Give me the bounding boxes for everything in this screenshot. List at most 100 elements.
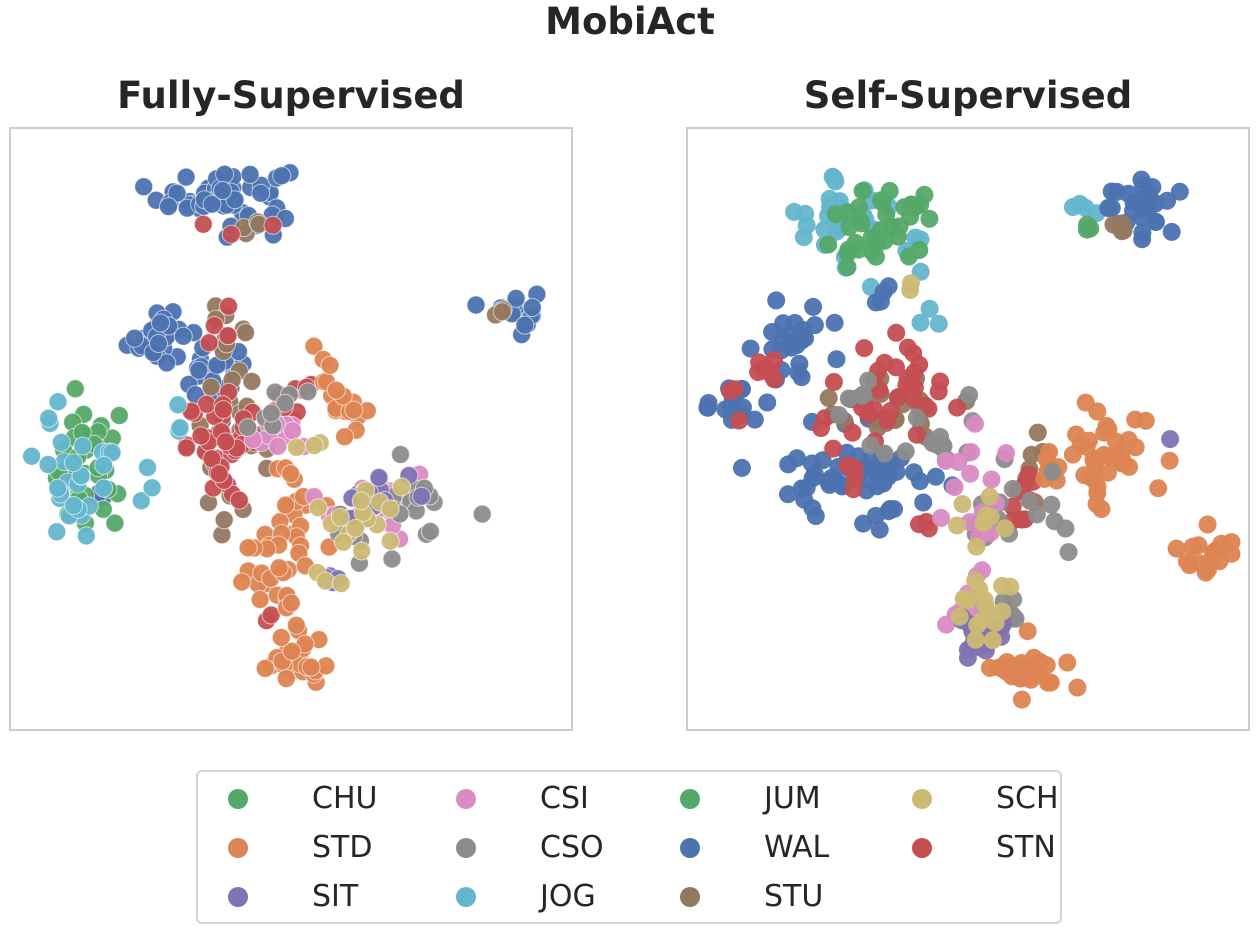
- scatter-point-std: [1024, 648, 1043, 667]
- scatter-point-chu: [819, 235, 838, 254]
- scatter-point-cso: [830, 406, 848, 424]
- scatter-point-sch: [970, 580, 989, 598]
- legend-marker-icon: [680, 887, 700, 907]
- scatter-point-sch: [901, 274, 920, 293]
- legend-label: JUM: [764, 781, 821, 816]
- scatter-point-wal: [1170, 182, 1189, 201]
- scatter-point-stu: [236, 323, 255, 343]
- legend-label: STD: [312, 830, 373, 865]
- scatter-point-std: [282, 641, 302, 661]
- scatter-point-jog: [94, 455, 114, 475]
- scatter-plot-fully-supervised: [9, 127, 573, 731]
- scatter-point-stn: [905, 378, 924, 397]
- scatter-point-std: [1177, 552, 1196, 571]
- legend-item-jog: JOG: [456, 877, 596, 917]
- scatter-point-stn: [824, 439, 843, 458]
- scatter-point-wal: [787, 336, 806, 355]
- scatter-point-sch: [976, 596, 995, 615]
- legend-marker-icon: [456, 789, 476, 809]
- plot-frame: [9, 127, 573, 731]
- legend-label: SCH: [996, 781, 1059, 816]
- scatter-point-stn: [910, 355, 929, 374]
- scatter-point-wal: [125, 328, 145, 348]
- scatter-point-stu: [214, 510, 234, 530]
- scatter-point-wal: [1124, 193, 1143, 212]
- scatter-plot-self-supervised: [686, 127, 1250, 731]
- legend-marker-icon: [228, 887, 248, 907]
- scatter-point-jog: [64, 496, 84, 515]
- scatter-point-cso: [1003, 479, 1022, 498]
- scatter-point-stn: [865, 400, 884, 419]
- scatter-point-chu: [910, 241, 929, 259]
- scatter-point-wal: [151, 313, 170, 333]
- scatter-point-stn: [750, 353, 769, 372]
- legend-marker-icon: [228, 838, 248, 858]
- points-layer: [22, 163, 547, 692]
- scatter-point-cso: [275, 393, 295, 413]
- legend-label: STN: [996, 830, 1056, 865]
- scatter-point-jog: [48, 392, 68, 412]
- scatter-point-std: [1076, 393, 1095, 412]
- legend-label: JOG: [540, 879, 596, 914]
- scatter-point-stn: [815, 409, 834, 428]
- scatter-point-wal: [825, 313, 844, 332]
- scatter-point-jog: [1076, 198, 1095, 217]
- scatter-point-sch: [980, 487, 999, 506]
- scatter-point-std: [998, 653, 1016, 671]
- scatter-point-jog: [142, 478, 162, 498]
- scatter-point-sch: [950, 607, 969, 626]
- scatter-point-stn: [193, 214, 213, 234]
- scatter-point-stn: [917, 512, 936, 531]
- scatter-point-sch: [977, 506, 996, 525]
- scatter-point-std: [1126, 438, 1145, 457]
- scatter-point-jog: [168, 395, 188, 415]
- scatter-point-jog: [911, 313, 930, 332]
- legend-item-csi: CSI: [456, 779, 589, 819]
- scatter-point-jum: [1077, 220, 1096, 239]
- scatter-point-csi: [997, 444, 1016, 463]
- legend-marker-icon: [680, 789, 700, 809]
- scatter-point-sch: [330, 507, 350, 527]
- scatter-point-jog: [39, 408, 59, 428]
- scatter-point-stn: [263, 215, 283, 235]
- scatter-point-stn: [261, 605, 281, 625]
- scatter-point-wal: [1102, 199, 1121, 217]
- scatter-point-stn: [219, 296, 239, 316]
- scatter-point-sch: [380, 499, 400, 519]
- scatter-point-std: [1087, 495, 1106, 513]
- scatter-point-chu: [867, 247, 885, 266]
- scatter-point-cso: [382, 549, 402, 569]
- scatter-point-wal: [699, 394, 718, 412]
- scatter-point-wal: [522, 298, 542, 317]
- scatter-point-wal: [818, 472, 837, 491]
- scatter-point-stn: [845, 468, 864, 487]
- legend-marker-icon: [680, 838, 700, 858]
- scatter-point-wal: [157, 353, 177, 373]
- scatter-point-csi: [945, 478, 964, 497]
- scatter-point-wal: [240, 164, 260, 184]
- scatter-point-jog: [815, 220, 834, 239]
- legend-label: WAL: [764, 830, 830, 865]
- scatter-point-wal: [779, 485, 797, 504]
- scatter-point-chu: [871, 221, 890, 240]
- scatter-point-cso: [861, 436, 880, 455]
- legend-item-sch: SCH: [912, 779, 1059, 819]
- scatter-point-std: [1149, 479, 1168, 498]
- scatter-point-stn: [221, 224, 241, 244]
- scatter-point-sch: [333, 532, 353, 552]
- scatter-point-cso: [238, 418, 258, 437]
- scatter-point-wal: [515, 315, 535, 335]
- scatter-point-std: [1167, 539, 1186, 558]
- scatter-point-stn: [929, 382, 948, 401]
- scatter-point-cso: [1043, 462, 1062, 481]
- scatter-point-stu: [819, 389, 838, 407]
- scatter-point-jog: [22, 446, 42, 466]
- scatter-point-sch: [953, 495, 972, 514]
- scatter-point-std: [304, 336, 324, 356]
- scatter-point-wal: [1133, 223, 1152, 242]
- legend-marker-icon: [456, 838, 476, 858]
- scatter-point-wal: [763, 323, 782, 341]
- scatter-point-csi: [961, 464, 980, 483]
- scatter-point-wal: [1146, 212, 1165, 231]
- scatter-point-stn: [213, 400, 233, 420]
